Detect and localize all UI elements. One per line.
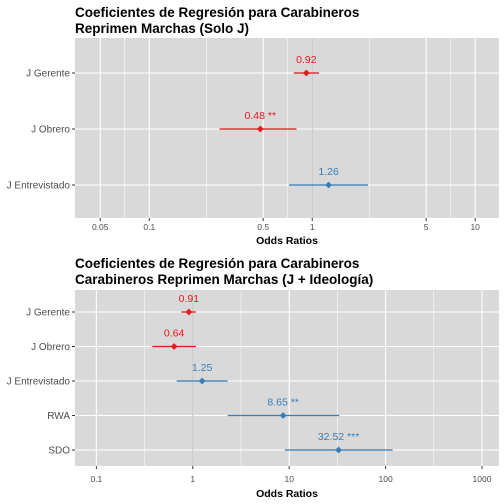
chart-1-title: Coeficientes de Regresión para Carabiner… (75, 5, 359, 20)
data-label: 0.91 (179, 293, 200, 305)
chart-2-panel (75, 290, 499, 466)
x-tick-label: 1 (190, 474, 195, 484)
data-label: 0.48 ** (245, 110, 277, 122)
x-tick-label: 0.1 (143, 222, 155, 232)
chart-2-x-axis: 0.1 1 10 100 1000 (90, 466, 492, 484)
estimate-point (335, 446, 342, 454)
chart-2-subtitle: Carabineros Reprimen Marchas (J + Ideolo… (75, 272, 373, 287)
chart-2-marks: 0.91 0.64 1.25 8.65 ** 32.52 *** (152, 293, 393, 454)
x-tick-label: 1 (310, 222, 315, 232)
y-tick-label: RWA (47, 411, 70, 422)
y-tick-label: J Obrero (31, 342, 70, 353)
estimate-point (279, 412, 287, 419)
chart-2: Coeficientes de Regresión para Carabiner… (7, 256, 499, 500)
y-tick-label: J Entrevistado (7, 181, 71, 192)
y-tick-label: J Gerente (26, 69, 70, 80)
estimate-point (325, 181, 332, 189)
chart-2-title: Coeficientes de Regresión para Carabiner… (75, 256, 359, 271)
x-tick-label: 1000 (473, 474, 492, 484)
y-tick-label: J Gerente (26, 308, 70, 319)
x-tick-label: 5 (424, 222, 429, 232)
x-tick-label: 0.5 (257, 222, 269, 232)
chart-2-y-axis: J Gerente J Obrero J Entrevistado RWA SDO (7, 308, 75, 457)
x-tick-label: 10 (284, 474, 294, 484)
data-label: 1.26 (318, 166, 339, 178)
estimate-point (198, 377, 206, 385)
data-label: 8.65 ** (267, 397, 299, 409)
chart-1-y-axis: J Gerente J Obrero J Entrevistado (7, 69, 75, 192)
x-tick-label: 10 (470, 222, 480, 232)
chart-1-subtitle: Reprimen Marchas (Solo J) (75, 21, 249, 36)
data-label: 1.25 (192, 362, 213, 374)
data-label: 32.52 *** (318, 431, 359, 443)
y-tick-label: SDO (48, 446, 70, 457)
chart-1: Coeficientes de Regresión para Carabiner… (7, 5, 499, 247)
chart-1-x-axis-label: Odds Ratios (256, 235, 318, 247)
chart-1-marks: 0.92 0.48 ** 1.26 (219, 54, 369, 189)
chart-1-panel (75, 38, 499, 218)
data-label: 0.92 (296, 54, 317, 66)
chart-1-x-axis: 0.05 0.1 0.5 1 5 10 (92, 218, 480, 232)
estimate-point (185, 308, 193, 316)
estimate-point (302, 69, 310, 77)
estimate-point (170, 343, 178, 350)
x-tick-label: 0.05 (92, 222, 109, 232)
y-tick-label: J Obrero (31, 125, 70, 136)
data-label: 0.64 (164, 328, 185, 340)
chart-2-x-axis-label: Odds Ratios (256, 488, 318, 500)
y-tick-label: J Entrevistado (7, 377, 71, 388)
x-tick-label: 100 (379, 474, 393, 484)
x-tick-label: 0.1 (90, 474, 102, 484)
